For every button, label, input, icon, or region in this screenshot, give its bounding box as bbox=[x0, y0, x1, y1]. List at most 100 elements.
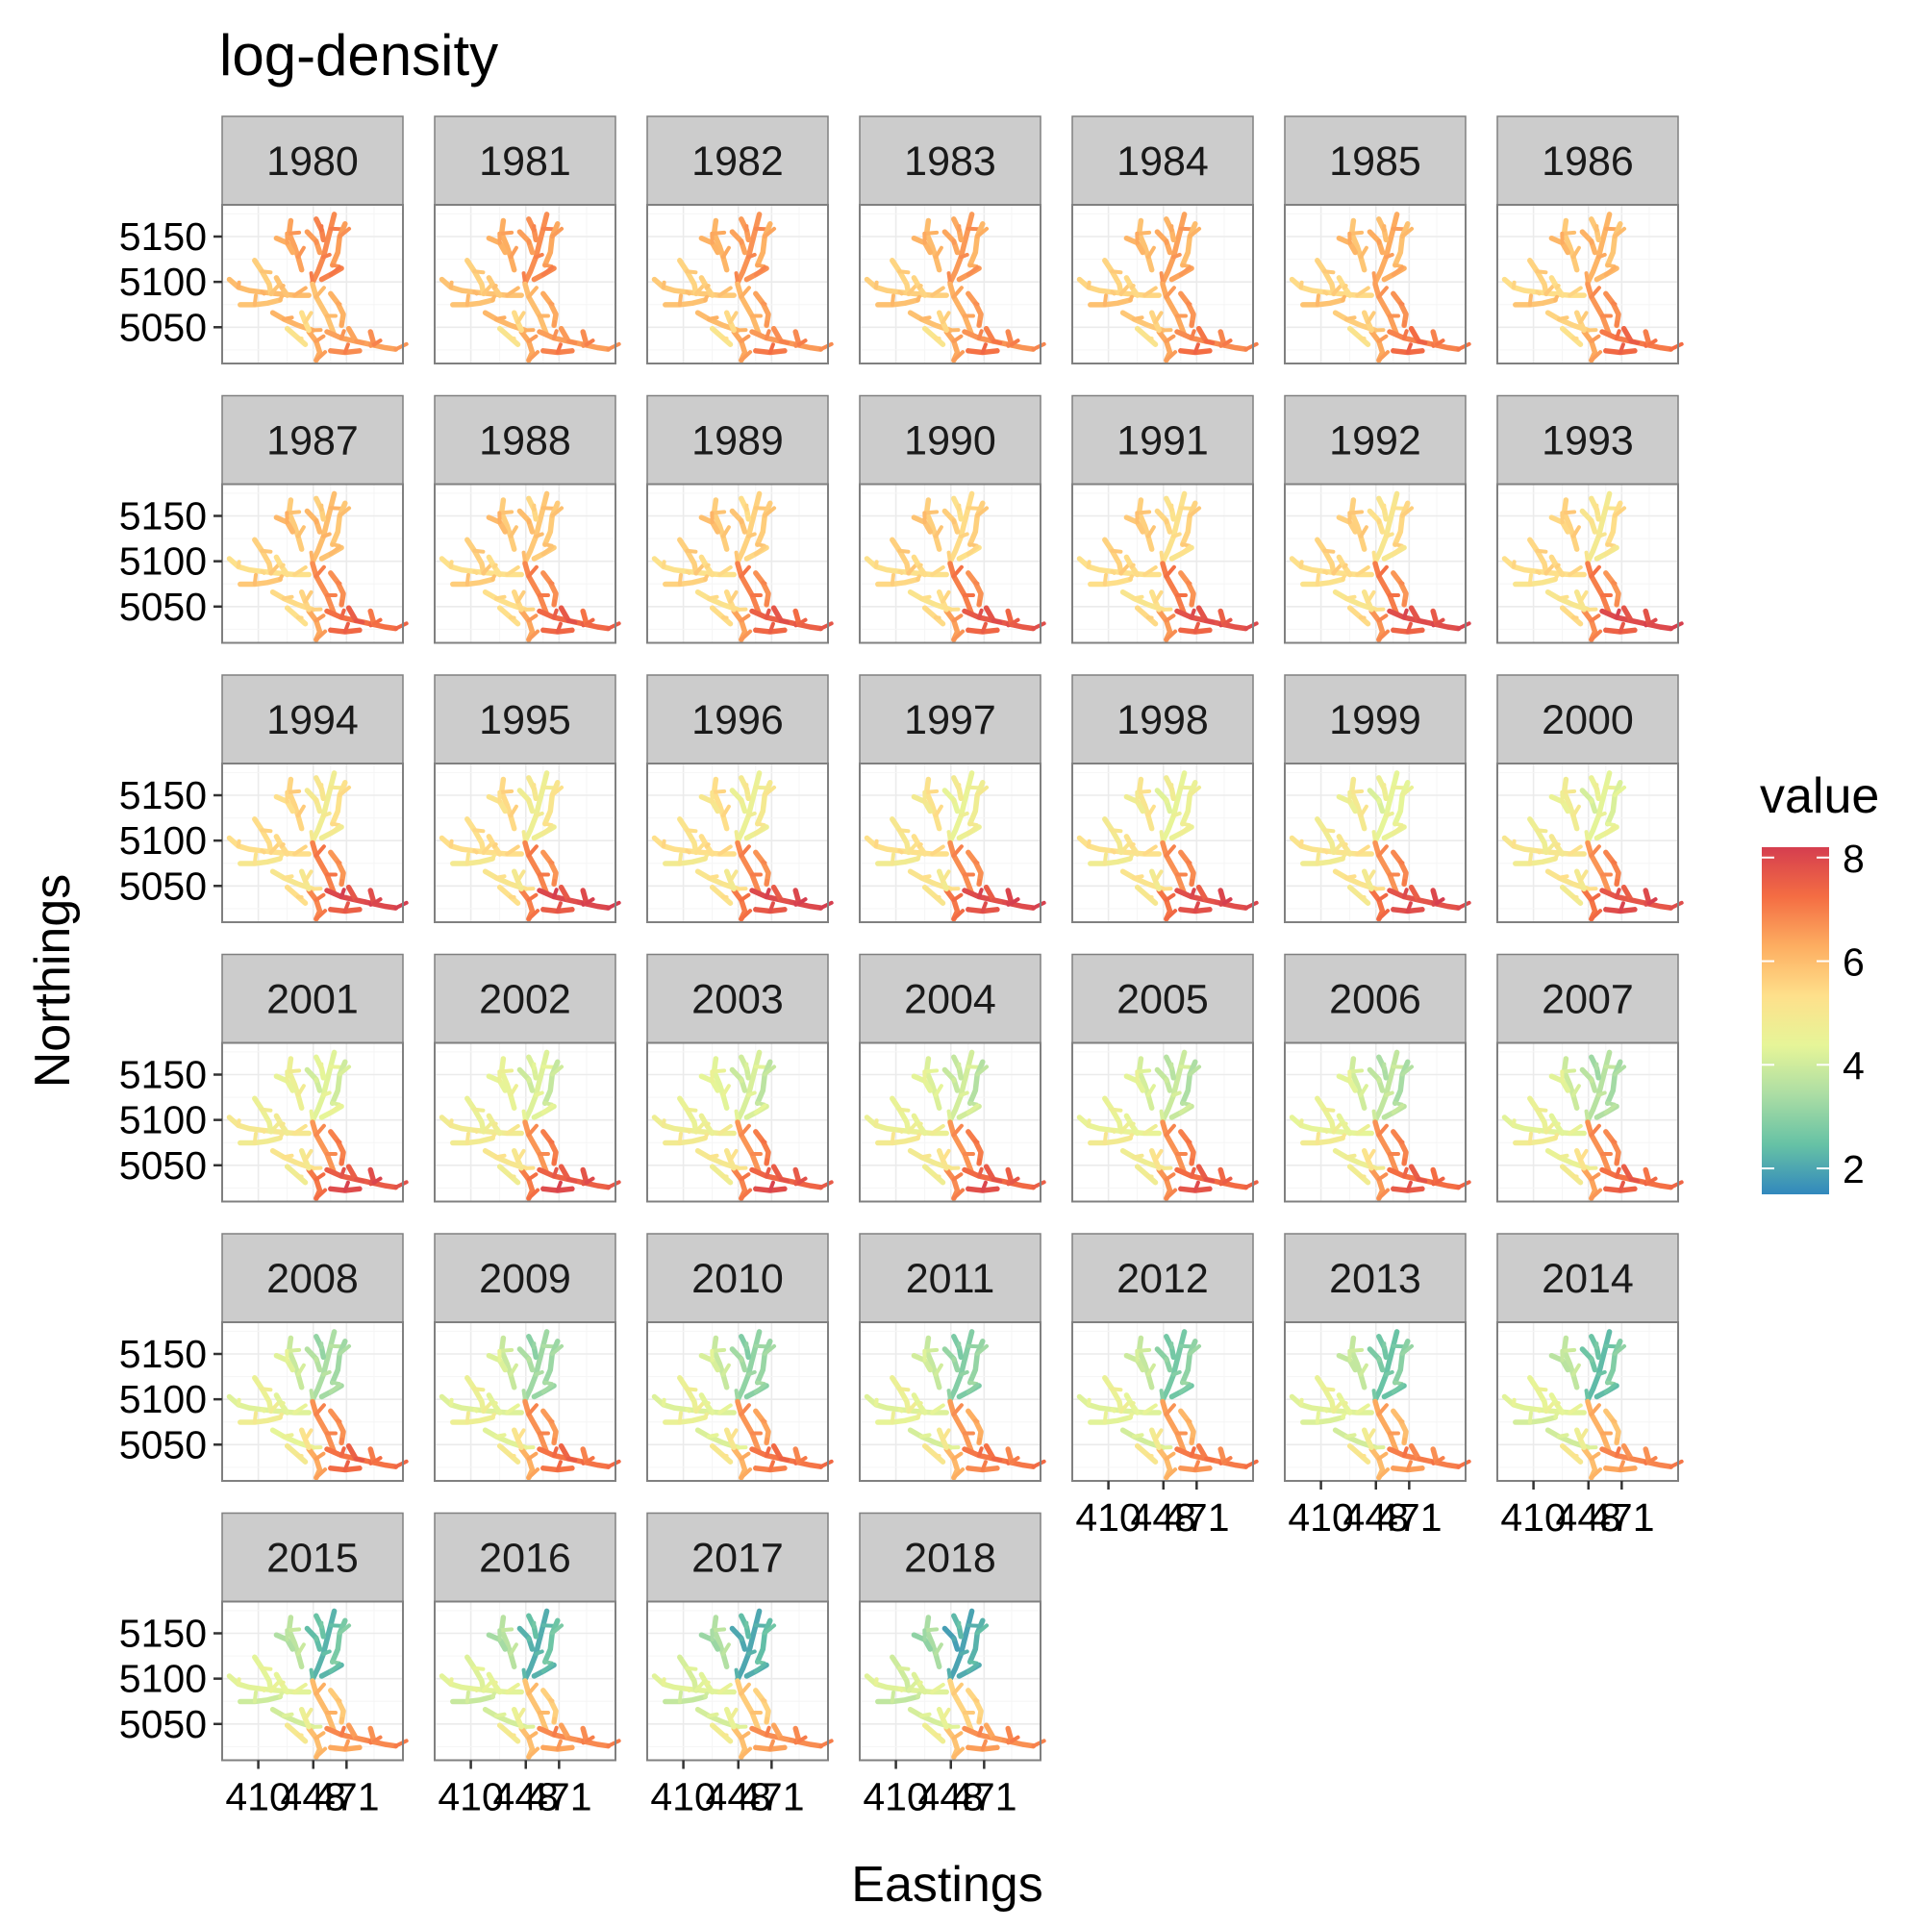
stream-branch bbox=[1418, 1179, 1425, 1181]
stream-branch bbox=[1557, 844, 1559, 846]
stream-branch bbox=[1514, 562, 1515, 566]
y-tick-label: 5050 bbox=[119, 1422, 207, 1466]
stream-branch bbox=[1112, 1110, 1120, 1111]
facet-panel-1983: 1983 bbox=[860, 116, 1044, 363]
stream-branch bbox=[1404, 881, 1405, 884]
stream-branch bbox=[1555, 576, 1557, 579]
stream-branch bbox=[1162, 273, 1163, 283]
legend-tick-label: 2 bbox=[1843, 1147, 1865, 1191]
stream-branch bbox=[1537, 830, 1545, 831]
stream-branch bbox=[766, 601, 767, 604]
stream-branch bbox=[921, 1156, 930, 1158]
stream-branch bbox=[356, 1459, 363, 1461]
y-tick-label: 5150 bbox=[119, 494, 207, 539]
stream-branch bbox=[341, 1448, 344, 1455]
facet-label: 1993 bbox=[1542, 418, 1634, 464]
stream-branch bbox=[1140, 233, 1150, 234]
stream-branch bbox=[312, 1112, 313, 1121]
stream-branch bbox=[993, 1459, 1000, 1461]
stream-branch bbox=[474, 551, 483, 552]
stream-branch bbox=[917, 1693, 919, 1696]
stream-branch bbox=[1374, 1112, 1375, 1121]
stream-branch bbox=[709, 1156, 717, 1158]
stream-branch bbox=[949, 1390, 950, 1400]
stream-branch bbox=[1162, 832, 1163, 841]
facet-label: 2004 bbox=[904, 977, 996, 1023]
stream-branch bbox=[341, 881, 342, 884]
stream-branch bbox=[496, 876, 505, 878]
stream-branch bbox=[1346, 317, 1355, 319]
stream-branch bbox=[312, 273, 313, 283]
stream-branch bbox=[255, 295, 256, 305]
stream-branch bbox=[709, 1435, 717, 1437]
stream-branch bbox=[1557, 286, 1559, 288]
stream-branch bbox=[1598, 255, 1604, 258]
stream-branch bbox=[1342, 576, 1344, 579]
stream-branch bbox=[1324, 551, 1333, 552]
stream-branch bbox=[1173, 1092, 1179, 1095]
stream-branch bbox=[262, 292, 263, 294]
stream-branch bbox=[1537, 1389, 1545, 1390]
facet-label: 2000 bbox=[1542, 697, 1634, 743]
stream-branch bbox=[1324, 1110, 1333, 1111]
stream-branch bbox=[899, 1689, 901, 1691]
facet-panel-1990: 1990 bbox=[860, 396, 1044, 643]
stream-branch bbox=[1301, 283, 1302, 288]
stream-branch bbox=[1352, 791, 1363, 792]
stream-branch bbox=[979, 1160, 980, 1163]
stream-branch bbox=[1559, 1156, 1568, 1158]
stream-branch bbox=[474, 1110, 483, 1111]
legend-tick-label: 4 bbox=[1843, 1043, 1865, 1088]
stream-branch bbox=[961, 814, 966, 816]
stream-branch bbox=[496, 597, 505, 599]
stream-branch bbox=[474, 1410, 476, 1412]
stream-branch bbox=[1173, 534, 1179, 537]
stream-branch bbox=[1301, 562, 1302, 566]
stream-branch bbox=[323, 814, 329, 816]
x-tick-label: 471 bbox=[1376, 1495, 1442, 1540]
stream-branch bbox=[1555, 1135, 1557, 1138]
stream-branch bbox=[919, 1683, 921, 1685]
stream-branch bbox=[502, 1350, 513, 1351]
stream-branch bbox=[709, 317, 717, 319]
facet-panel-1996: 1996 bbox=[647, 675, 832, 922]
stream-branch bbox=[707, 1403, 709, 1405]
stream-branch bbox=[1324, 571, 1326, 573]
stream-branch bbox=[664, 562, 665, 566]
stream-branch bbox=[737, 1112, 738, 1121]
stream-branch bbox=[707, 1124, 709, 1126]
stream-branch bbox=[1404, 1169, 1407, 1176]
facet-panel-2016: 2016410448471 bbox=[435, 1514, 619, 1819]
stream-branch bbox=[1105, 1134, 1106, 1143]
stream-branch bbox=[709, 597, 717, 599]
stream-branch bbox=[1317, 1413, 1318, 1422]
stream-branch bbox=[949, 832, 950, 841]
stream-branch bbox=[1112, 292, 1114, 294]
stream-branch bbox=[1140, 512, 1150, 513]
facet-panel-1986: 1986 bbox=[1497, 116, 1682, 363]
stream-branch bbox=[961, 1651, 966, 1654]
stream-branch bbox=[1188, 583, 1190, 584]
y-tick-label: 5150 bbox=[119, 773, 207, 817]
stream-branch bbox=[289, 233, 300, 234]
stream-branch bbox=[536, 1651, 541, 1654]
stream-branch bbox=[975, 1700, 977, 1701]
stream-branch bbox=[1344, 1124, 1346, 1126]
stream-branch bbox=[1537, 292, 1539, 294]
facet-label: 2005 bbox=[1117, 977, 1209, 1023]
facet-panel-1988: 1988 bbox=[435, 396, 619, 643]
stream-branch bbox=[1130, 297, 1132, 300]
stream-branch bbox=[899, 551, 908, 552]
stream-branch bbox=[312, 1390, 313, 1400]
stream-branch bbox=[892, 1692, 893, 1702]
stream-branch bbox=[356, 900, 363, 902]
stream-branch bbox=[1192, 331, 1194, 338]
stream-branch bbox=[1130, 856, 1132, 859]
y-tick-label: 5150 bbox=[119, 214, 207, 259]
x-tick-label: 471 bbox=[314, 1775, 379, 1819]
stream-branch bbox=[1317, 295, 1318, 305]
stream-branch bbox=[341, 322, 342, 325]
stream-branch bbox=[496, 317, 505, 319]
stream-branch bbox=[262, 1410, 263, 1412]
facet-panel-2001: 2001515051005050 bbox=[119, 955, 407, 1202]
